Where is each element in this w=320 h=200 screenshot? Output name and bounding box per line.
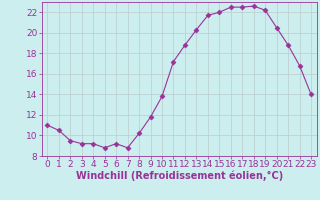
X-axis label: Windchill (Refroidissement éolien,°C): Windchill (Refroidissement éolien,°C) xyxy=(76,171,283,181)
